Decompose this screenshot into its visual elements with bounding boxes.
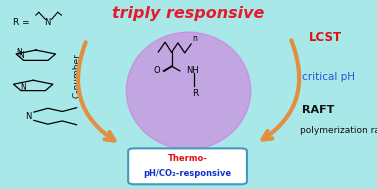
Text: N: N xyxy=(44,18,50,27)
Text: n: n xyxy=(192,34,197,43)
Text: O: O xyxy=(153,66,160,75)
Text: Thermo-: Thermo- xyxy=(168,154,208,163)
Text: pH/CO₂-responsive: pH/CO₂-responsive xyxy=(144,169,232,178)
Text: critical pH: critical pH xyxy=(302,72,355,81)
FancyBboxPatch shape xyxy=(128,148,247,184)
Text: LCST: LCST xyxy=(309,31,342,44)
Text: N: N xyxy=(16,48,22,57)
Text: N: N xyxy=(25,112,31,121)
Text: NH: NH xyxy=(187,66,199,75)
Text: polymerization rate: polymerization rate xyxy=(300,126,377,135)
Text: N: N xyxy=(18,51,24,60)
Text: N: N xyxy=(20,83,26,92)
Text: RAFT: RAFT xyxy=(302,105,334,115)
Text: triply responsive: triply responsive xyxy=(112,6,265,21)
Text: C-number: C-number xyxy=(73,53,82,98)
Ellipse shape xyxy=(126,32,251,149)
Text: R: R xyxy=(192,89,199,98)
Text: R =: R = xyxy=(13,18,30,27)
